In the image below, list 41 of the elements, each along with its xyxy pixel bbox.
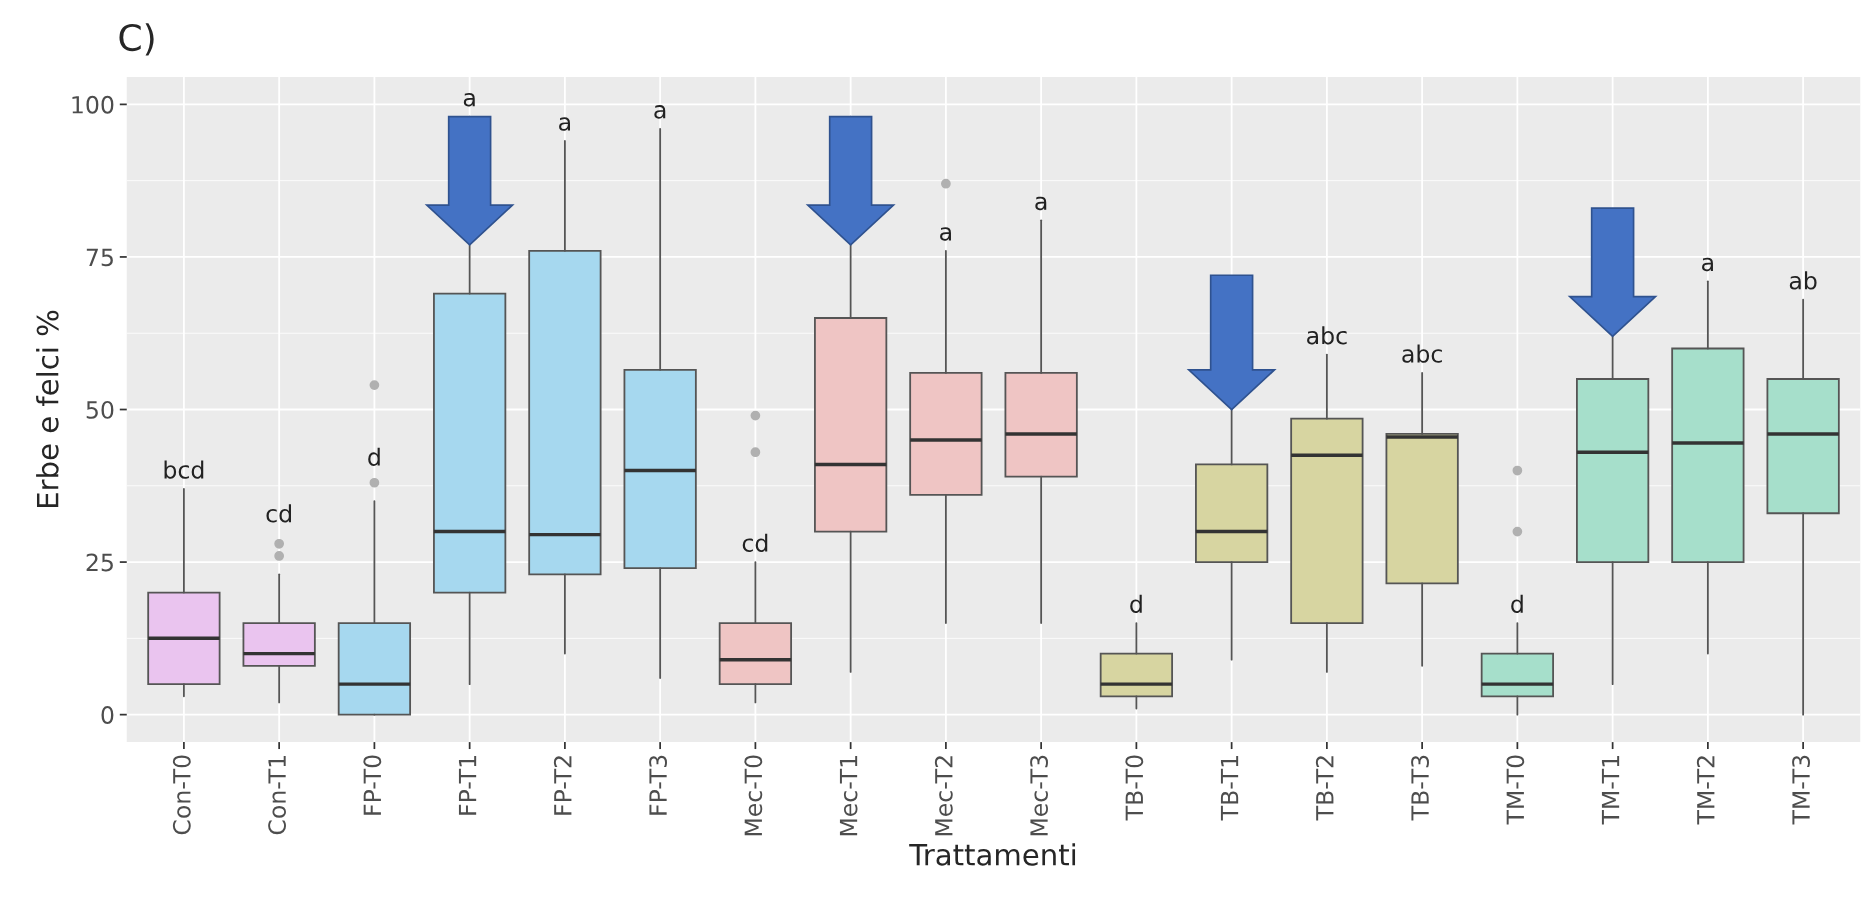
x-tick-label: TM-T3: [1792, 755, 1810, 825]
annotation: cd: [742, 533, 768, 552]
annotation: d: [368, 447, 380, 466]
annotation: bcd: [164, 460, 204, 479]
annotation: a: [463, 92, 475, 107]
y-tick-label: 50: [86, 400, 114, 419]
x-tick-label: TM-T2: [1696, 756, 1715, 825]
annotation: a: [1702, 257, 1713, 272]
annotation: ab: [1789, 271, 1817, 290]
x-tick-label: Mec-T0: [744, 755, 763, 836]
annotation: d: [1130, 594, 1142, 613]
x-tick-label: FP-T2: [553, 756, 572, 815]
y-tick-label: 0: [101, 706, 114, 724]
y-axis-title: Erbe e felci %: [36, 310, 59, 508]
y-tick-label: 25: [86, 553, 113, 572]
x-axis-title: Trattamenti: [909, 843, 1076, 866]
x-tick-label: Mec-T3: [1030, 755, 1048, 836]
x-tick-label: TB-T0: [1125, 755, 1144, 821]
annotation: cd: [266, 504, 291, 523]
x-tick-label: TB-T3: [1411, 755, 1429, 821]
chart-title: C): [119, 23, 154, 56]
annotation: a: [654, 105, 666, 119]
annotation: abc: [1307, 326, 1347, 345]
x-tick-label: TM-T0: [1506, 755, 1525, 825]
x-tick-label: TM-T1: [1601, 756, 1620, 825]
x-tick-label: TB-T2: [1315, 756, 1334, 821]
x-tick-label: TB-T1: [1220, 756, 1239, 821]
y-tick-label: 75: [86, 248, 113, 267]
x-tick-label: Con-T0: [172, 755, 191, 835]
annotation: a: [1035, 196, 1047, 211]
x-tick-label: FP-T0: [363, 755, 382, 815]
annotation: a: [940, 227, 951, 241]
annotation: abc: [1402, 344, 1442, 363]
annotation: d: [1511, 594, 1523, 613]
y-tick-label: 100: [72, 95, 114, 114]
x-tick-label: FP-T3: [649, 755, 667, 815]
x-tick-label: Mec-T1: [839, 756, 858, 836]
x-tick-label: Mec-T2: [934, 756, 953, 836]
annotation: a: [559, 117, 570, 131]
x-tick-label: Con-T1: [268, 756, 286, 835]
x-tick-label: FP-T1: [458, 756, 477, 815]
